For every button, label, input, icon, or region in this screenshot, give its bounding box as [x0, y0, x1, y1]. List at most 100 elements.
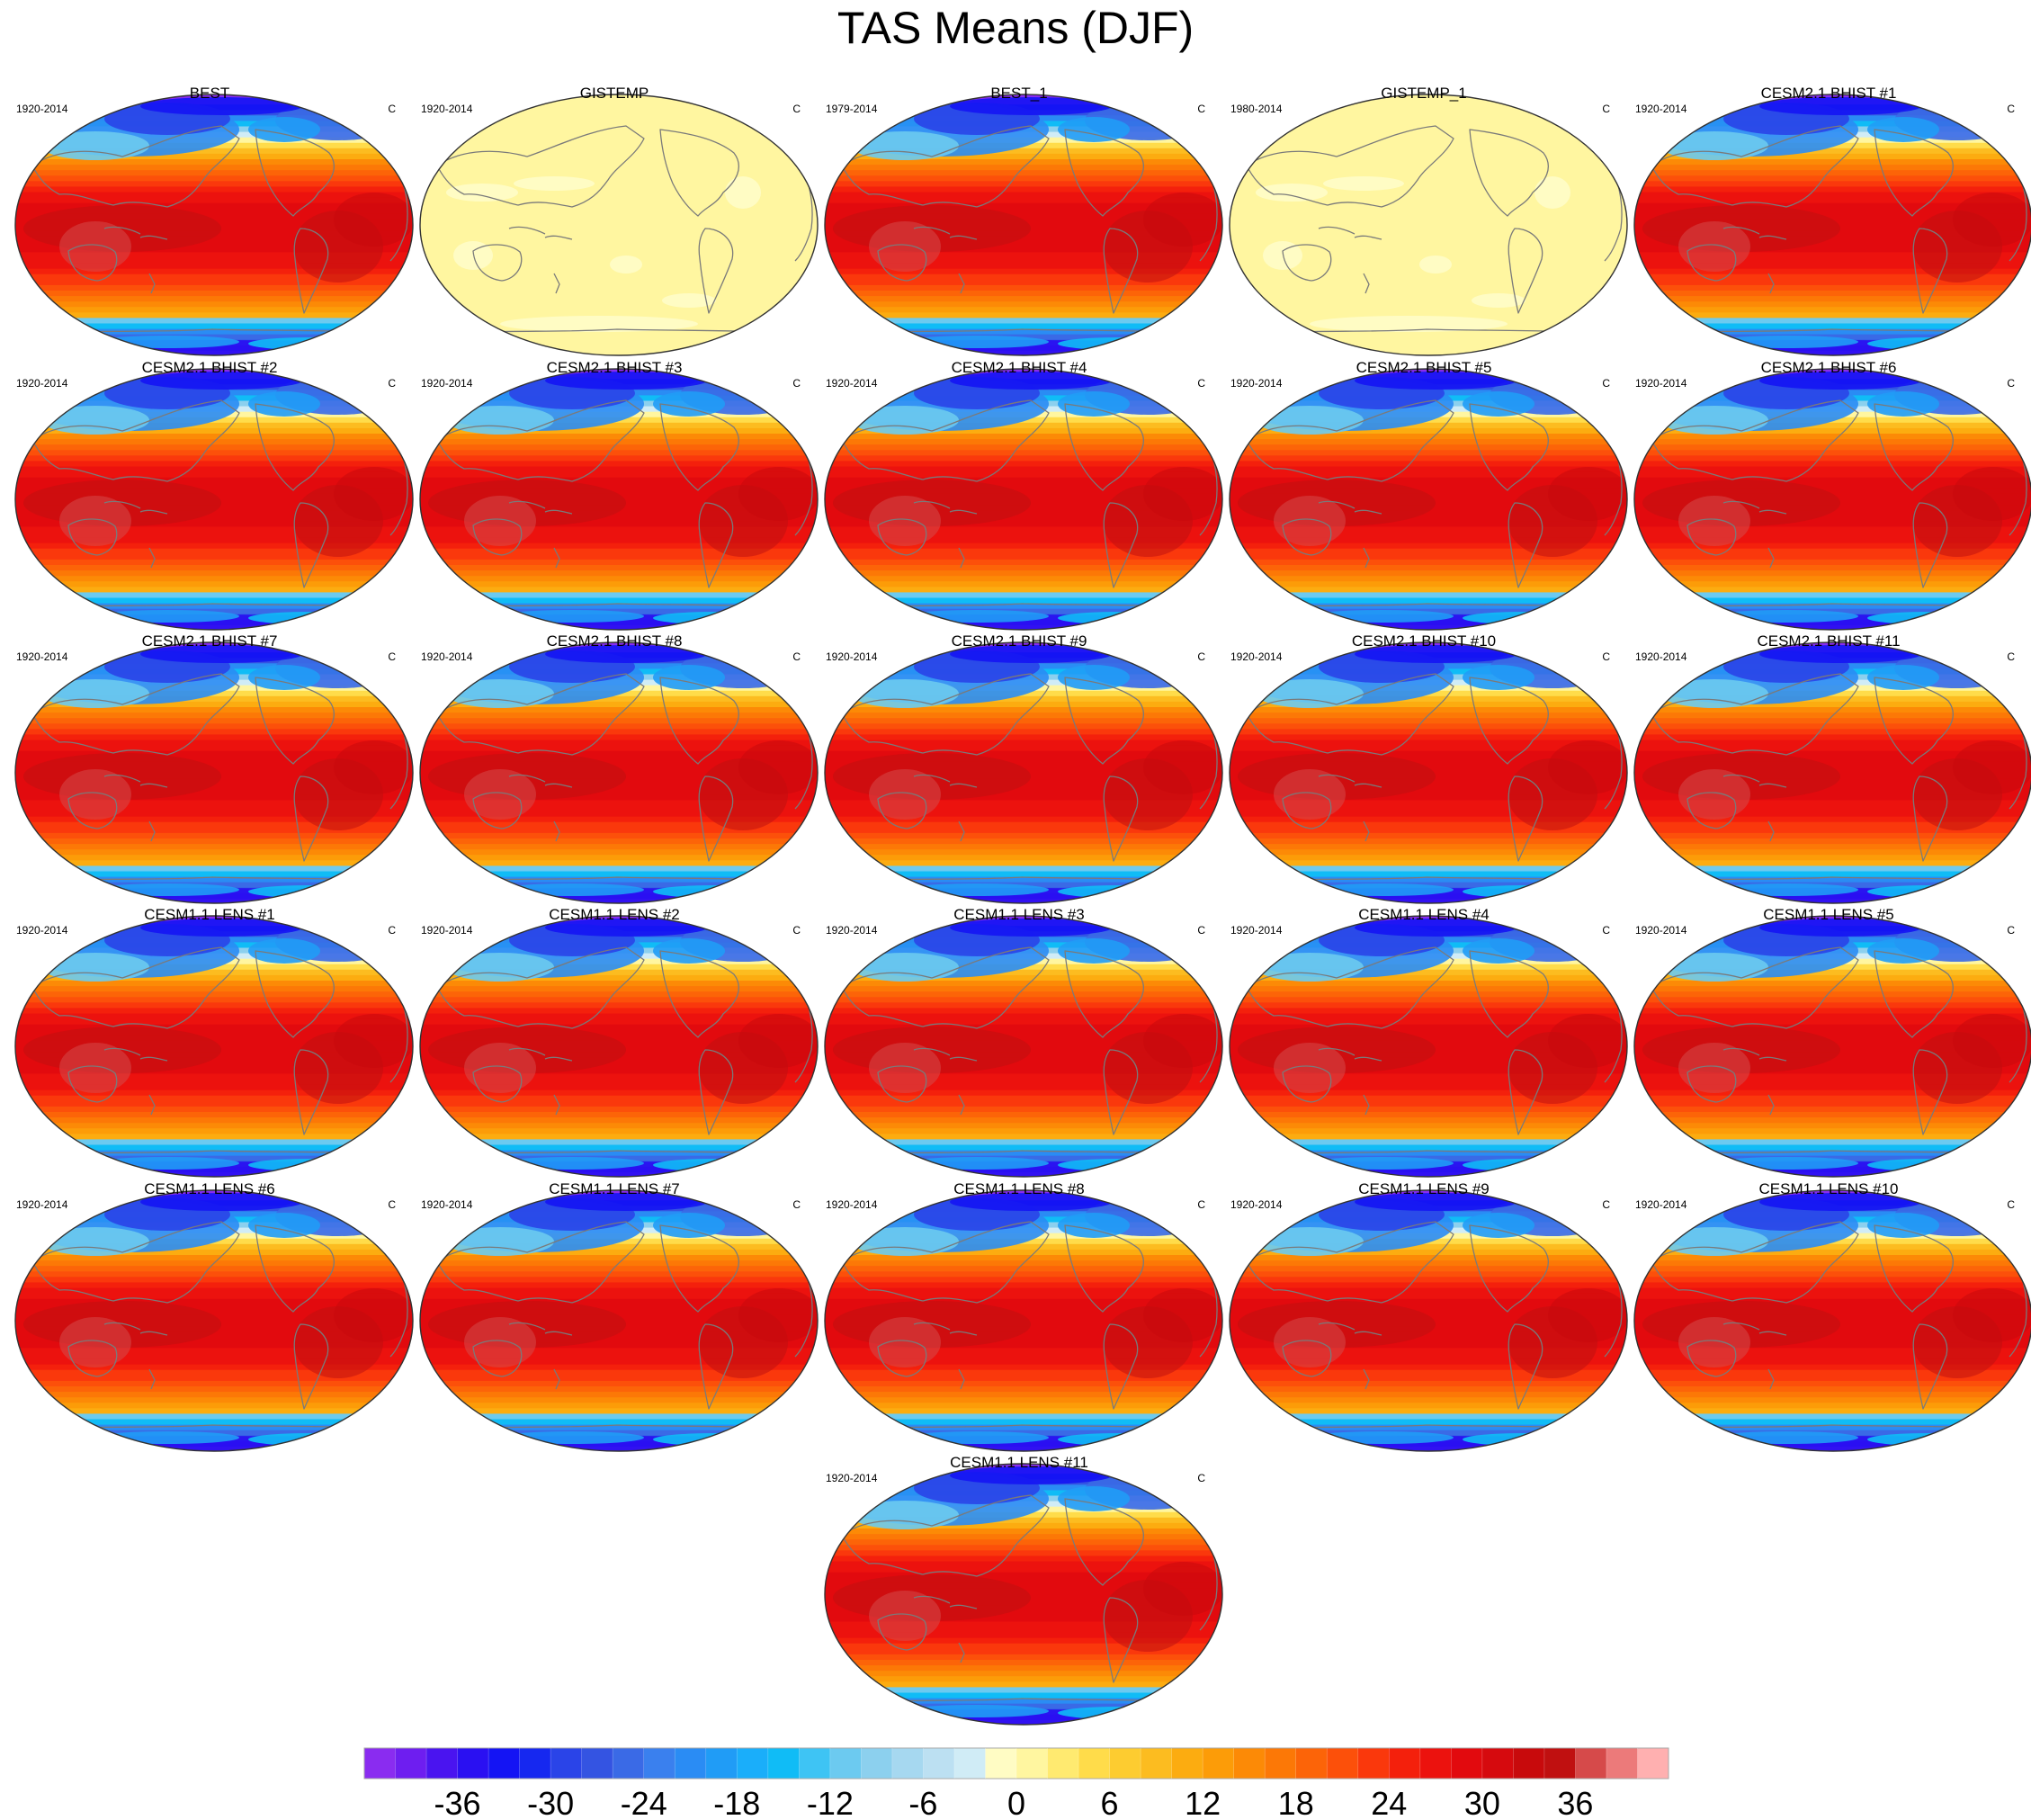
coastline — [698, 776, 734, 862]
cold-region — [851, 1227, 959, 1256]
temperature-field — [1634, 369, 2031, 630]
panel-title: CESM1.1 LENS #2 — [549, 906, 680, 923]
latitude-band — [1230, 981, 1627, 987]
latitude-band — [15, 1337, 413, 1343]
panel-units: C — [388, 377, 396, 390]
latitude-band — [15, 1255, 413, 1261]
latitude-band — [825, 991, 1222, 998]
coastline — [31, 673, 240, 756]
coastline — [1282, 1065, 1332, 1103]
latitude-band — [1230, 974, 1627, 982]
latitude-band — [15, 159, 413, 166]
latitude-band — [420, 1348, 818, 1355]
latitude-band — [15, 301, 413, 308]
latitude-band — [15, 997, 413, 1003]
panel-units: C — [2007, 650, 2015, 663]
latitude-band — [825, 821, 1222, 829]
latitude-band — [1230, 1358, 1627, 1366]
latitude-band — [825, 784, 1222, 790]
panel-title: CESM1.1 LENS #1 — [144, 906, 275, 923]
coastline — [139, 783, 168, 788]
latitude-band — [15, 488, 413, 495]
latitude-band — [825, 695, 1222, 703]
warm-region — [1678, 1317, 1750, 1367]
latitude-band — [1230, 559, 1627, 566]
coastline — [949, 783, 978, 788]
latitude-band — [15, 268, 413, 275]
coastline — [1282, 792, 1332, 829]
coastline — [698, 228, 734, 314]
cold-region — [446, 679, 554, 708]
temperature-field — [15, 94, 413, 355]
latitude-band — [825, 510, 1222, 516]
latitude-band — [1634, 1190, 2031, 1196]
cold-region — [545, 645, 707, 663]
coastline — [1687, 244, 1737, 282]
coastline — [148, 547, 156, 569]
colorbar-tick-label: -36 — [434, 1785, 481, 1820]
latitude-band — [1230, 603, 1627, 610]
latitude-band — [1230, 1380, 1627, 1387]
latitude-band — [420, 1100, 818, 1107]
coastline — [877, 244, 927, 282]
coastline — [472, 244, 523, 282]
latitude-band — [825, 1128, 1222, 1134]
coastline — [544, 1331, 573, 1336]
latitude-band — [1230, 1309, 1627, 1316]
latitude-band — [15, 1123, 413, 1129]
latitude-band — [15, 247, 413, 254]
latitude-band — [420, 461, 818, 468]
latitude-band — [15, 148, 413, 155]
warm-region — [869, 1043, 941, 1093]
latitude-band — [825, 576, 1222, 582]
warm-region — [1953, 1014, 2031, 1068]
latitude-band — [1634, 1029, 2031, 1036]
coastline — [553, 1368, 560, 1390]
latitude-band — [420, 707, 818, 713]
coastline — [659, 129, 739, 217]
latitude-band — [1634, 148, 2031, 155]
latitude-band — [15, 723, 413, 730]
panel-period: 1920-2014 — [1230, 377, 1283, 390]
panel-units: C — [2007, 377, 2015, 390]
latitude-band — [825, 1287, 1222, 1295]
latitude-band — [15, 597, 413, 605]
map-plot — [14, 94, 414, 356]
latitude-band — [825, 1392, 1222, 1398]
coastline — [355, 1211, 388, 1235]
latitude-band — [420, 1123, 818, 1129]
latitude-band — [1634, 159, 2031, 166]
cold-region — [545, 1193, 707, 1211]
colorbar-bin — [1203, 1748, 1234, 1779]
latitude-band — [825, 521, 1222, 528]
cold-region — [1310, 1431, 1454, 1444]
cold-region — [1058, 391, 1130, 417]
latitude-band — [1634, 832, 2031, 839]
latitude-band — [825, 477, 1222, 484]
latitude-band — [420, 482, 818, 489]
latitude-band — [1230, 876, 1627, 883]
latitude-band — [420, 838, 818, 845]
latitude-band — [1634, 279, 2031, 286]
cold-region — [95, 610, 239, 623]
latitude-band — [1230, 576, 1627, 582]
latitude-band — [1634, 186, 2031, 193]
latitude-band — [825, 1255, 1222, 1261]
latitude-band — [420, 516, 818, 522]
latitude-band — [15, 849, 413, 856]
coastline — [1246, 946, 1454, 1029]
latitude-band — [1634, 422, 2031, 429]
coastline — [1103, 1049, 1139, 1135]
panel-units: C — [1602, 650, 1610, 663]
warm-region — [1274, 1317, 1346, 1367]
latitude-band — [1634, 581, 2031, 587]
latitude-band — [825, 542, 1222, 550]
latitude-band — [420, 1419, 818, 1426]
latitude-band — [15, 1008, 413, 1015]
latitude-band — [1230, 745, 1627, 752]
colorbar-bin — [1481, 1748, 1514, 1779]
latitude-band — [1230, 548, 1627, 555]
coastline — [1758, 509, 1787, 515]
temperature-field — [420, 94, 818, 355]
latitude-band — [825, 301, 1222, 308]
